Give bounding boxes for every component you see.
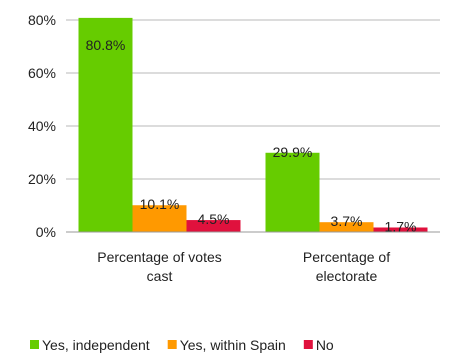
data-label: 80.8% [86,37,126,53]
data-label: 4.5% [198,211,230,227]
data-label: 10.1% [140,196,180,212]
bar [265,152,320,232]
y-tick-label: 20% [28,171,56,187]
bar [78,17,133,232]
y-tick-label: 0% [36,224,56,240]
x-tick-label: cast [147,268,173,284]
data-label: 3.7% [331,213,363,229]
bar [186,220,241,232]
x-tick-label: Percentage of [303,249,390,265]
y-tick-label: 60% [28,65,56,81]
legend-label: Yes, independent [42,337,150,353]
bar [319,222,374,232]
legend-label: Yes, within Spain [180,337,286,353]
bar [132,205,187,232]
legend-swatch [303,340,313,349]
bar [373,227,428,232]
y-tick-label: 40% [28,118,56,134]
y-tick-label: 80% [28,12,56,28]
legend-label: No [316,337,334,353]
data-label: 1.7% [385,218,417,234]
x-tick-label: Percentage of votes [97,249,222,265]
x-tick-label: electorate [316,268,378,284]
legend-swatch [30,340,39,349]
legend-swatch [167,340,177,349]
data-label: 29.9% [273,144,313,160]
